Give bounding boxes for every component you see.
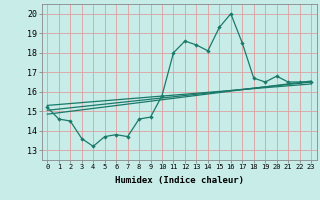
- X-axis label: Humidex (Indice chaleur): Humidex (Indice chaleur): [115, 176, 244, 185]
